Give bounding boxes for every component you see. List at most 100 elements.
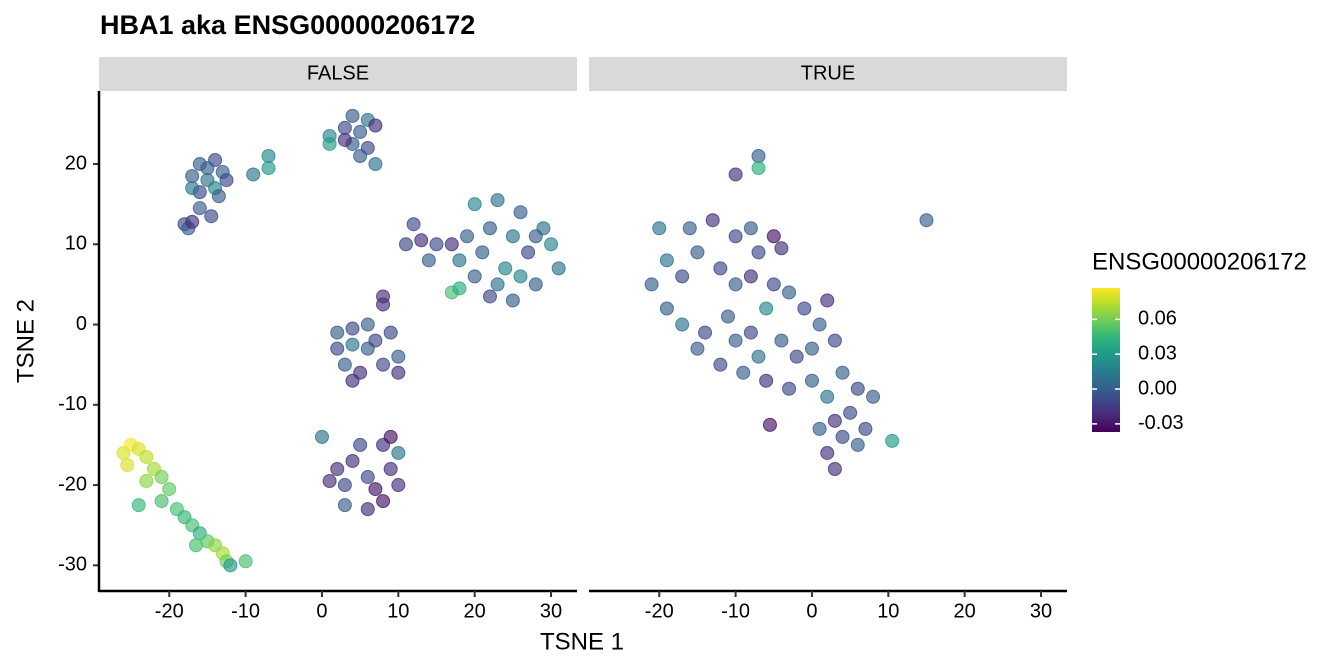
point [360, 470, 375, 485]
point [690, 245, 705, 260]
y-tick-label: 0 [76, 313, 87, 335]
point [858, 421, 873, 436]
point [383, 429, 398, 444]
point [337, 498, 352, 513]
point [261, 161, 276, 176]
point [322, 474, 337, 489]
point [406, 217, 421, 232]
point [482, 221, 497, 236]
point [368, 118, 383, 133]
point [188, 538, 203, 553]
point [766, 277, 781, 292]
point [843, 405, 858, 420]
point [376, 297, 391, 312]
x-tick-label: -10 [231, 600, 260, 622]
point [360, 317, 375, 332]
point [789, 349, 804, 364]
x-tick-label: 30 [1030, 600, 1052, 622]
point [820, 389, 835, 404]
point [690, 341, 705, 356]
point [452, 281, 467, 296]
point [698, 325, 713, 340]
y-tick-label: -10 [58, 393, 87, 415]
point [368, 482, 383, 497]
point [200, 161, 215, 176]
x-tick-label: -10 [721, 600, 750, 622]
color-tick-label: 0.03 [1138, 342, 1177, 364]
point [551, 261, 566, 276]
point [185, 214, 200, 229]
point [919, 213, 934, 228]
point [751, 161, 766, 176]
point [866, 389, 881, 404]
y-tick-label: 10 [65, 233, 87, 255]
point [414, 233, 429, 248]
x-tick-label: 30 [540, 600, 562, 622]
strip-label: TRUE [801, 62, 855, 84]
point [376, 357, 391, 372]
point [330, 325, 345, 340]
point [421, 253, 436, 268]
point [482, 289, 497, 304]
x-tick-label: 10 [877, 600, 899, 622]
point [368, 157, 383, 172]
point [713, 357, 728, 372]
point [812, 421, 827, 436]
point [659, 253, 674, 268]
point [337, 357, 352, 372]
point [398, 237, 413, 252]
chart-title: HBA1 aka ENSG00000206172 [100, 10, 475, 40]
point [850, 437, 865, 452]
point [736, 365, 751, 380]
point [812, 317, 827, 332]
point [782, 285, 797, 300]
point [827, 413, 842, 428]
point [185, 181, 200, 196]
point [391, 349, 406, 364]
point [444, 237, 459, 252]
point [452, 253, 467, 268]
point [475, 245, 490, 260]
x-tick-label: 0 [806, 600, 817, 622]
point [652, 221, 667, 236]
point [544, 237, 559, 252]
point [490, 277, 505, 292]
y-tick-label: -30 [58, 554, 87, 576]
legend-title: ENSG00000206172 [1092, 248, 1307, 275]
point [383, 325, 398, 340]
point [345, 108, 360, 123]
point [513, 269, 528, 284]
point [467, 269, 482, 284]
point [827, 462, 842, 477]
point [743, 325, 758, 340]
point [835, 429, 850, 444]
point [498, 261, 513, 276]
point [797, 301, 812, 316]
x-tick-label: 0 [316, 600, 327, 622]
point [804, 373, 819, 388]
strip [589, 57, 1067, 91]
point [154, 494, 169, 509]
point [131, 498, 146, 513]
point [261, 149, 276, 164]
point [345, 337, 360, 352]
point [720, 309, 735, 324]
strip [99, 57, 577, 91]
point [782, 381, 797, 396]
color-tick-label: -0.03 [1138, 412, 1184, 434]
point [766, 229, 781, 244]
point [751, 149, 766, 164]
point [353, 149, 368, 164]
point [713, 261, 728, 276]
point [728, 277, 743, 292]
point [774, 241, 789, 256]
point [429, 237, 444, 252]
point [376, 494, 391, 509]
point [368, 333, 383, 348]
point [330, 462, 345, 477]
point [505, 229, 520, 244]
point [391, 365, 406, 380]
point [505, 293, 520, 308]
x-axis-title: TSNE 1 [540, 628, 624, 655]
